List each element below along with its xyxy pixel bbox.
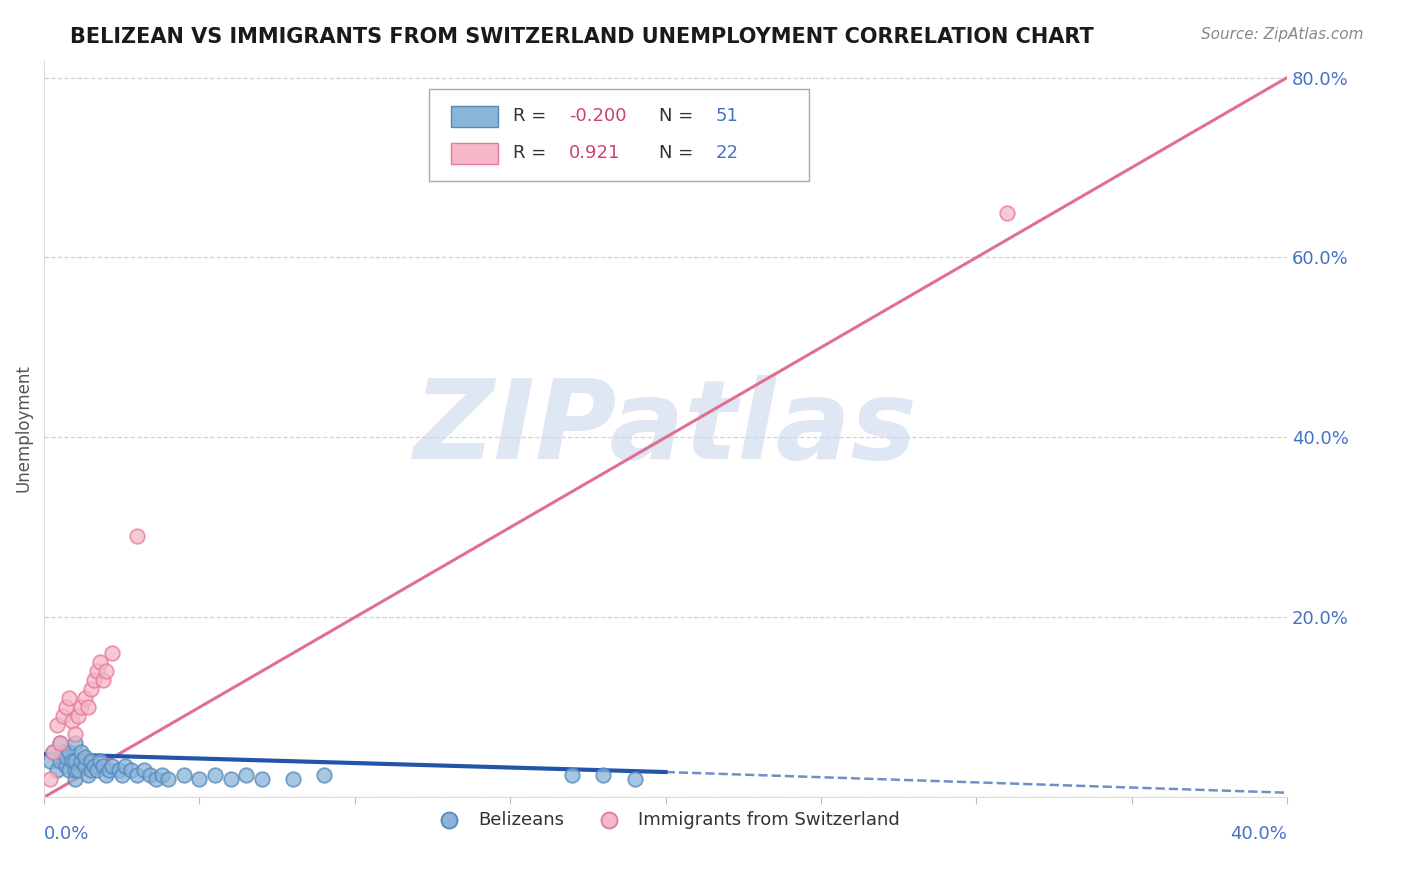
Text: 51: 51 (716, 107, 738, 126)
Point (73, 749, 96, 764)
Point (91, 673, 114, 688)
Point (48, 736, 70, 750)
Point (96, 665, 118, 679)
Point (997, 205, 1019, 219)
Point (67, 763, 90, 777)
Point (80, 763, 103, 777)
Point (83, 758, 105, 772)
Point (55, 758, 77, 772)
Point (107, 763, 129, 777)
Point (70, 700, 93, 714)
Point (86, 665, 108, 679)
Point (39, 754, 62, 768)
Point (42, 745, 65, 759)
Point (73, 758, 96, 772)
Point (111, 768, 134, 782)
Point (91, 758, 114, 772)
FancyBboxPatch shape (429, 89, 808, 181)
Point (39, 772, 62, 787)
Text: 0.0%: 0.0% (44, 825, 90, 843)
Point (63, 772, 86, 787)
Y-axis label: Unemployment: Unemployment (15, 365, 32, 492)
Point (127, 768, 149, 782)
Point (76, 768, 98, 782)
Point (63, 727, 86, 741)
Point (86, 763, 108, 777)
Point (73, 691, 96, 706)
Point (96, 768, 118, 782)
Point (250, 772, 273, 787)
Point (150, 768, 173, 782)
Point (101, 758, 124, 772)
Point (63, 736, 86, 750)
Text: BELIZEAN VS IMMIGRANTS FROM SWITZERLAND UNEMPLOYMENT CORRELATION CHART: BELIZEAN VS IMMIGRANTS FROM SWITZERLAND … (70, 27, 1094, 46)
Point (281, 772, 304, 787)
Point (235, 768, 257, 782)
Text: R =: R = (513, 145, 551, 162)
Point (114, 758, 136, 772)
Point (89, 754, 111, 768)
Point (70, 754, 93, 768)
Point (157, 772, 180, 787)
Point (561, 768, 583, 782)
Bar (450, 106, 498, 127)
Point (42, 745, 65, 759)
Point (98, 763, 121, 777)
Text: R =: R = (513, 107, 551, 126)
Point (592, 768, 614, 782)
Point (45, 763, 67, 777)
Point (89, 655, 111, 669)
Point (83, 673, 105, 688)
Point (67, 709, 90, 723)
Point (60, 714, 83, 728)
Point (80, 754, 103, 768)
Point (63, 763, 86, 777)
Point (76, 700, 98, 714)
Point (70, 745, 93, 759)
Point (219, 772, 242, 787)
Point (145, 772, 167, 787)
Text: -0.200: -0.200 (568, 107, 626, 126)
Text: Source: ZipAtlas.com: Source: ZipAtlas.com (1201, 27, 1364, 42)
Point (80, 682, 103, 697)
Point (48, 754, 70, 768)
Text: 0.921: 0.921 (568, 145, 620, 162)
Point (139, 768, 162, 782)
Point (188, 772, 211, 787)
Point (55, 749, 77, 764)
Point (127, 529, 149, 543)
Point (58, 691, 80, 706)
Point (58, 763, 80, 777)
Point (101, 646, 124, 660)
Text: 22: 22 (716, 145, 738, 162)
Text: 40.0%: 40.0% (1230, 825, 1286, 843)
Point (204, 768, 226, 782)
Point (623, 772, 645, 787)
Point (132, 763, 155, 777)
Point (60, 754, 83, 768)
Point (52, 745, 75, 759)
Point (52, 709, 75, 723)
Point (173, 768, 195, 782)
Point (312, 768, 335, 782)
Text: N =: N = (659, 145, 699, 162)
Point (120, 763, 142, 777)
Point (48, 736, 70, 750)
Point (55, 700, 77, 714)
Text: ZIPatlas: ZIPatlas (413, 375, 918, 482)
Legend: Belizeans, Immigrants from Switzerland: Belizeans, Immigrants from Switzerland (425, 804, 907, 836)
Text: N =: N = (659, 107, 699, 126)
Point (45, 718, 67, 732)
Bar (450, 143, 498, 163)
Point (63, 754, 86, 768)
Point (58, 745, 80, 759)
